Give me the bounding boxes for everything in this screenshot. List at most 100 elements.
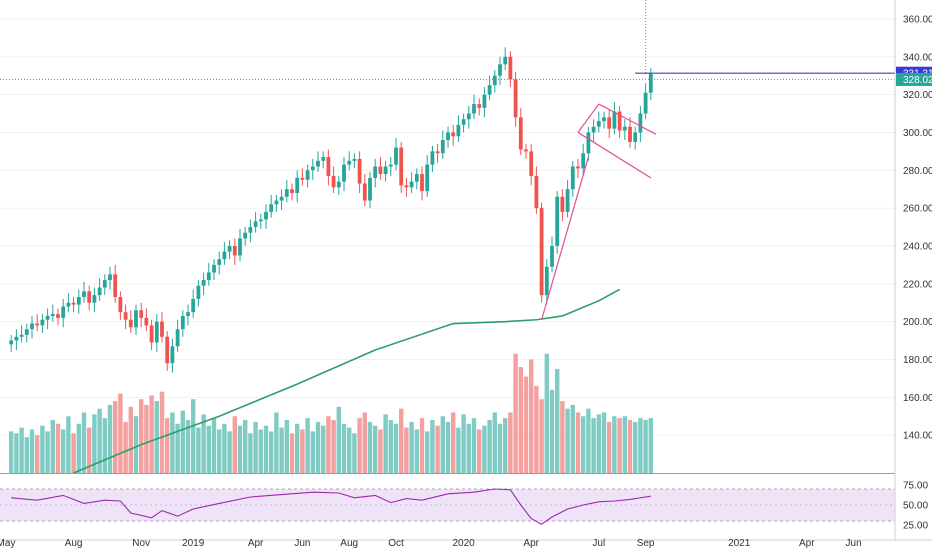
candle-body	[612, 111, 617, 129]
candle-body	[87, 291, 92, 303]
candle-body	[404, 185, 409, 188]
volume-bar	[165, 418, 170, 473]
candle-body	[227, 245, 232, 252]
trend-line	[577, 131, 652, 179]
volume-bar	[560, 401, 565, 473]
candle-body	[45, 315, 50, 320]
volume-bar	[383, 414, 388, 473]
candle-body	[633, 132, 638, 142]
candle-body	[248, 227, 253, 233]
ma-200-line	[73, 288, 620, 474]
candle-body	[196, 285, 201, 299]
volume-bar	[284, 420, 289, 473]
volume-bar	[107, 404, 113, 473]
volume-bar	[347, 427, 352, 473]
volume-bar	[222, 423, 227, 473]
volume-bar	[305, 418, 310, 473]
candle-body	[217, 259, 222, 265]
trend-line	[541, 156, 589, 320]
candle-body	[383, 166, 388, 175]
trend-line	[598, 103, 657, 135]
candle-body	[269, 204, 274, 212]
candle-body	[534, 175, 539, 209]
volume-bar	[14, 433, 19, 473]
volume-bar	[445, 421, 451, 473]
volume-bar	[321, 425, 326, 473]
volume-bar	[612, 416, 617, 473]
candle-body	[191, 298, 196, 313]
candle-body	[638, 113, 643, 133]
candle-body	[451, 132, 456, 137]
volume-bar	[575, 412, 581, 473]
candle-body	[544, 266, 549, 296]
candle-body	[154, 321, 159, 343]
price-tick-label: 180.00	[903, 355, 932, 366]
volume-bar	[92, 414, 97, 473]
candle-body	[482, 94, 487, 108]
volume-bar	[419, 418, 425, 473]
candle-body	[9, 340, 14, 345]
candle-body	[461, 119, 466, 125]
volume-bar	[393, 423, 399, 473]
candle-body	[123, 312, 128, 320]
candle-body	[503, 56, 508, 65]
volume-bar	[435, 425, 440, 473]
volume-bar	[35, 435, 40, 473]
candle-body	[149, 325, 154, 343]
candle-body	[576, 166, 580, 169]
volume-bar	[555, 368, 560, 473]
volume-bar	[196, 427, 201, 473]
volume-bar	[310, 431, 315, 473]
volume-bar	[217, 429, 222, 473]
volume-bar	[206, 425, 211, 473]
volume-bar	[128, 406, 133, 473]
volume-bar	[336, 406, 341, 473]
candle-body	[310, 166, 315, 171]
volume-bar	[565, 408, 570, 473]
candle-body	[290, 189, 294, 193]
volume-bar	[300, 429, 305, 473]
volume-bar	[596, 414, 601, 473]
candle-body	[92, 295, 97, 303]
volume-bar	[248, 433, 253, 473]
candle-body	[456, 124, 461, 137]
volume-bar	[269, 431, 274, 473]
candle-body	[352, 158, 357, 161]
candle-body	[368, 177, 372, 201]
volume-bar	[523, 376, 529, 473]
volume-bar	[414, 429, 419, 473]
price-tick-label: 220.00	[903, 279, 932, 290]
volume-bar	[518, 367, 523, 473]
volume-bar	[617, 418, 622, 473]
candlesticks	[9, 47, 653, 373]
volume-bar	[154, 401, 159, 473]
volume-bar	[534, 385, 539, 473]
candle-body	[40, 319, 45, 326]
volume-bar	[591, 418, 596, 473]
volume-bar	[607, 421, 612, 473]
candle-body	[134, 310, 138, 328]
volume-bar	[253, 421, 258, 473]
volume-bar	[71, 433, 76, 473]
time-tick-label: Aug	[65, 538, 83, 549]
candle-body	[596, 121, 601, 127]
candle-body	[66, 302, 71, 307]
volume-bar	[66, 416, 71, 473]
volume-bar	[466, 423, 471, 473]
price-tick-label: 160.00	[903, 393, 932, 404]
volume-bar	[461, 414, 466, 473]
candle-body	[284, 189, 289, 197]
volume-bar	[232, 416, 237, 473]
candle-body	[524, 149, 528, 152]
candle-body	[201, 280, 206, 286]
volume-bar	[430, 420, 435, 473]
candle-body	[643, 92, 648, 114]
volume-bar	[97, 408, 102, 473]
volume-bar	[19, 427, 24, 473]
volume-bar	[315, 421, 321, 473]
volume-bar	[123, 421, 128, 473]
volume-bar	[279, 427, 284, 473]
volume-bar	[326, 416, 331, 473]
